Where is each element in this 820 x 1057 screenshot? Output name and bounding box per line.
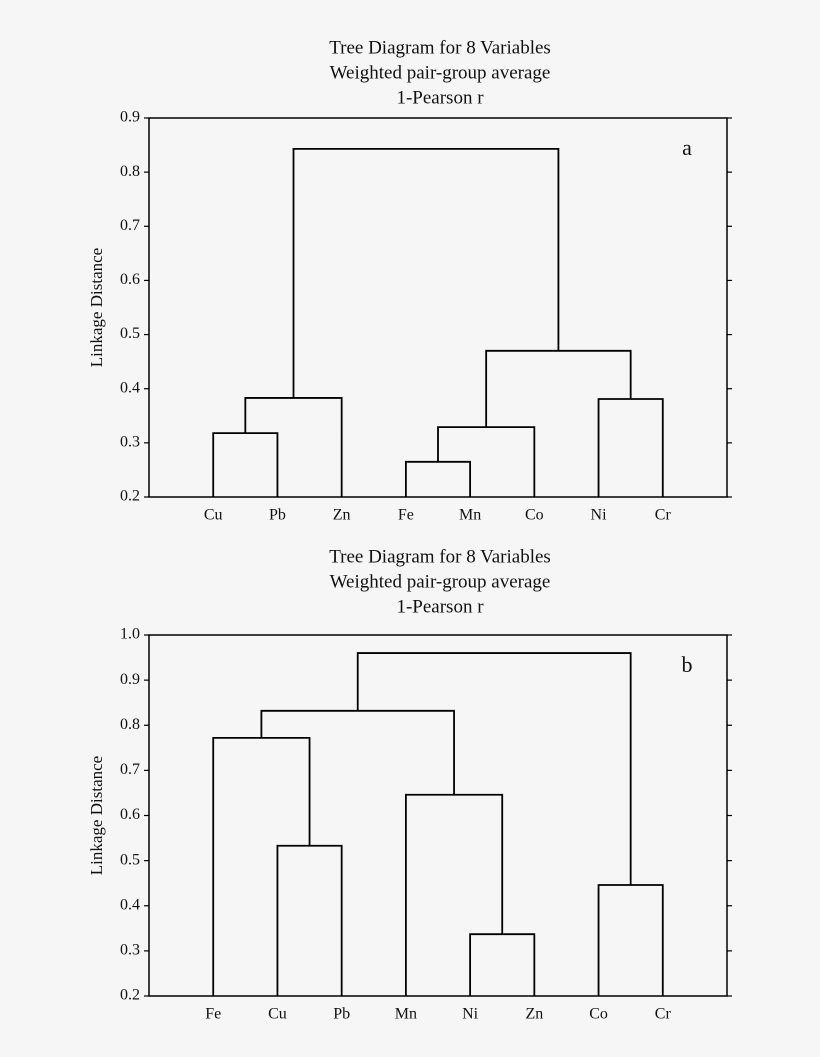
leaf-label: Ni bbox=[591, 507, 608, 524]
dendrogram-link bbox=[292, 147, 560, 398]
leaf-label: Pb bbox=[333, 1006, 350, 1023]
dendrogram-link bbox=[276, 844, 343, 996]
dendrogram-link bbox=[212, 736, 311, 996]
y-tick-label: 0.7 bbox=[120, 761, 140, 778]
leaf-label: Zn bbox=[333, 507, 351, 524]
leaf-label: Cr bbox=[655, 1006, 672, 1023]
y-axis-label: Linkage Distance bbox=[87, 248, 106, 367]
y-tick-label: 0.6 bbox=[120, 271, 140, 288]
leaf-label: Ni bbox=[462, 1006, 479, 1023]
chart-title: 1-Pearson r bbox=[396, 596, 484, 617]
leaf-label: Fe bbox=[398, 507, 414, 524]
plot-frame bbox=[148, 634, 728, 997]
dendrogram-link bbox=[597, 398, 664, 497]
y-tick-label: 0.8 bbox=[120, 163, 140, 180]
leaf-label: Cu bbox=[204, 507, 223, 524]
dendrogram-panel: Tree Diagram for 8 Variables Weighted pai… bbox=[87, 546, 732, 1023]
chart-title: 1-Pearson r bbox=[396, 87, 484, 108]
y-axis-label: Linkage Distance bbox=[87, 756, 106, 875]
dendrogram-link bbox=[212, 432, 279, 497]
y-tick-label: 0.4 bbox=[120, 379, 140, 396]
y-tick-label: 0.8 bbox=[120, 716, 140, 733]
dendrogram-link bbox=[404, 460, 472, 497]
dendrogram-link bbox=[260, 709, 455, 795]
panel-label: a bbox=[682, 135, 692, 160]
y-tick-label: 0.2 bbox=[120, 987, 140, 1004]
dendrogram-link bbox=[356, 652, 632, 885]
y-tick-label: 0.2 bbox=[120, 488, 140, 505]
leaf-label: Zn bbox=[525, 1006, 543, 1023]
leaf-label: Mn bbox=[459, 507, 481, 524]
leaf-label: Cr bbox=[655, 507, 672, 524]
y-tick-label: 0.6 bbox=[120, 806, 140, 823]
y-tick-label: 0.5 bbox=[120, 325, 140, 342]
leaf-label: Pb bbox=[269, 507, 286, 524]
leaf-label: Fe bbox=[205, 1006, 221, 1023]
dendrogram-link bbox=[485, 349, 632, 428]
leaf-label: Mn bbox=[395, 1006, 417, 1023]
dendrogram-link bbox=[404, 793, 504, 996]
y-tick-label: 0.3 bbox=[120, 434, 140, 451]
chart-title: Weighted pair-group average bbox=[330, 62, 551, 83]
dendrogram-link bbox=[244, 397, 343, 497]
dendrogram-link bbox=[469, 933, 536, 996]
y-tick-label: 0.7 bbox=[120, 217, 140, 234]
dendrogram-link bbox=[437, 426, 536, 497]
chart-title: Weighted pair-group average bbox=[330, 571, 551, 592]
y-tick-label: 0.3 bbox=[120, 942, 140, 959]
y-tick-label: 0.4 bbox=[120, 896, 140, 913]
y-tick-label: 0.9 bbox=[120, 671, 140, 688]
chart-title: Tree Diagram for 8 Variables bbox=[329, 37, 551, 58]
y-tick-label: 0.9 bbox=[120, 109, 140, 126]
chart-title: Tree Diagram for 8 Variables bbox=[329, 546, 551, 567]
y-tick-label: 0.5 bbox=[120, 851, 140, 868]
y-tick-label: 1.0 bbox=[120, 626, 140, 643]
leaf-label: Cu bbox=[268, 1006, 287, 1023]
plot-frame bbox=[148, 117, 728, 498]
dendrogram-panel: Tree Diagram for 8 Variables Weighted pai… bbox=[87, 37, 732, 524]
dendrogram-link bbox=[597, 884, 664, 996]
leaf-label: Co bbox=[589, 1006, 608, 1023]
panel-label: b bbox=[682, 652, 693, 677]
leaf-label: Co bbox=[525, 507, 544, 524]
